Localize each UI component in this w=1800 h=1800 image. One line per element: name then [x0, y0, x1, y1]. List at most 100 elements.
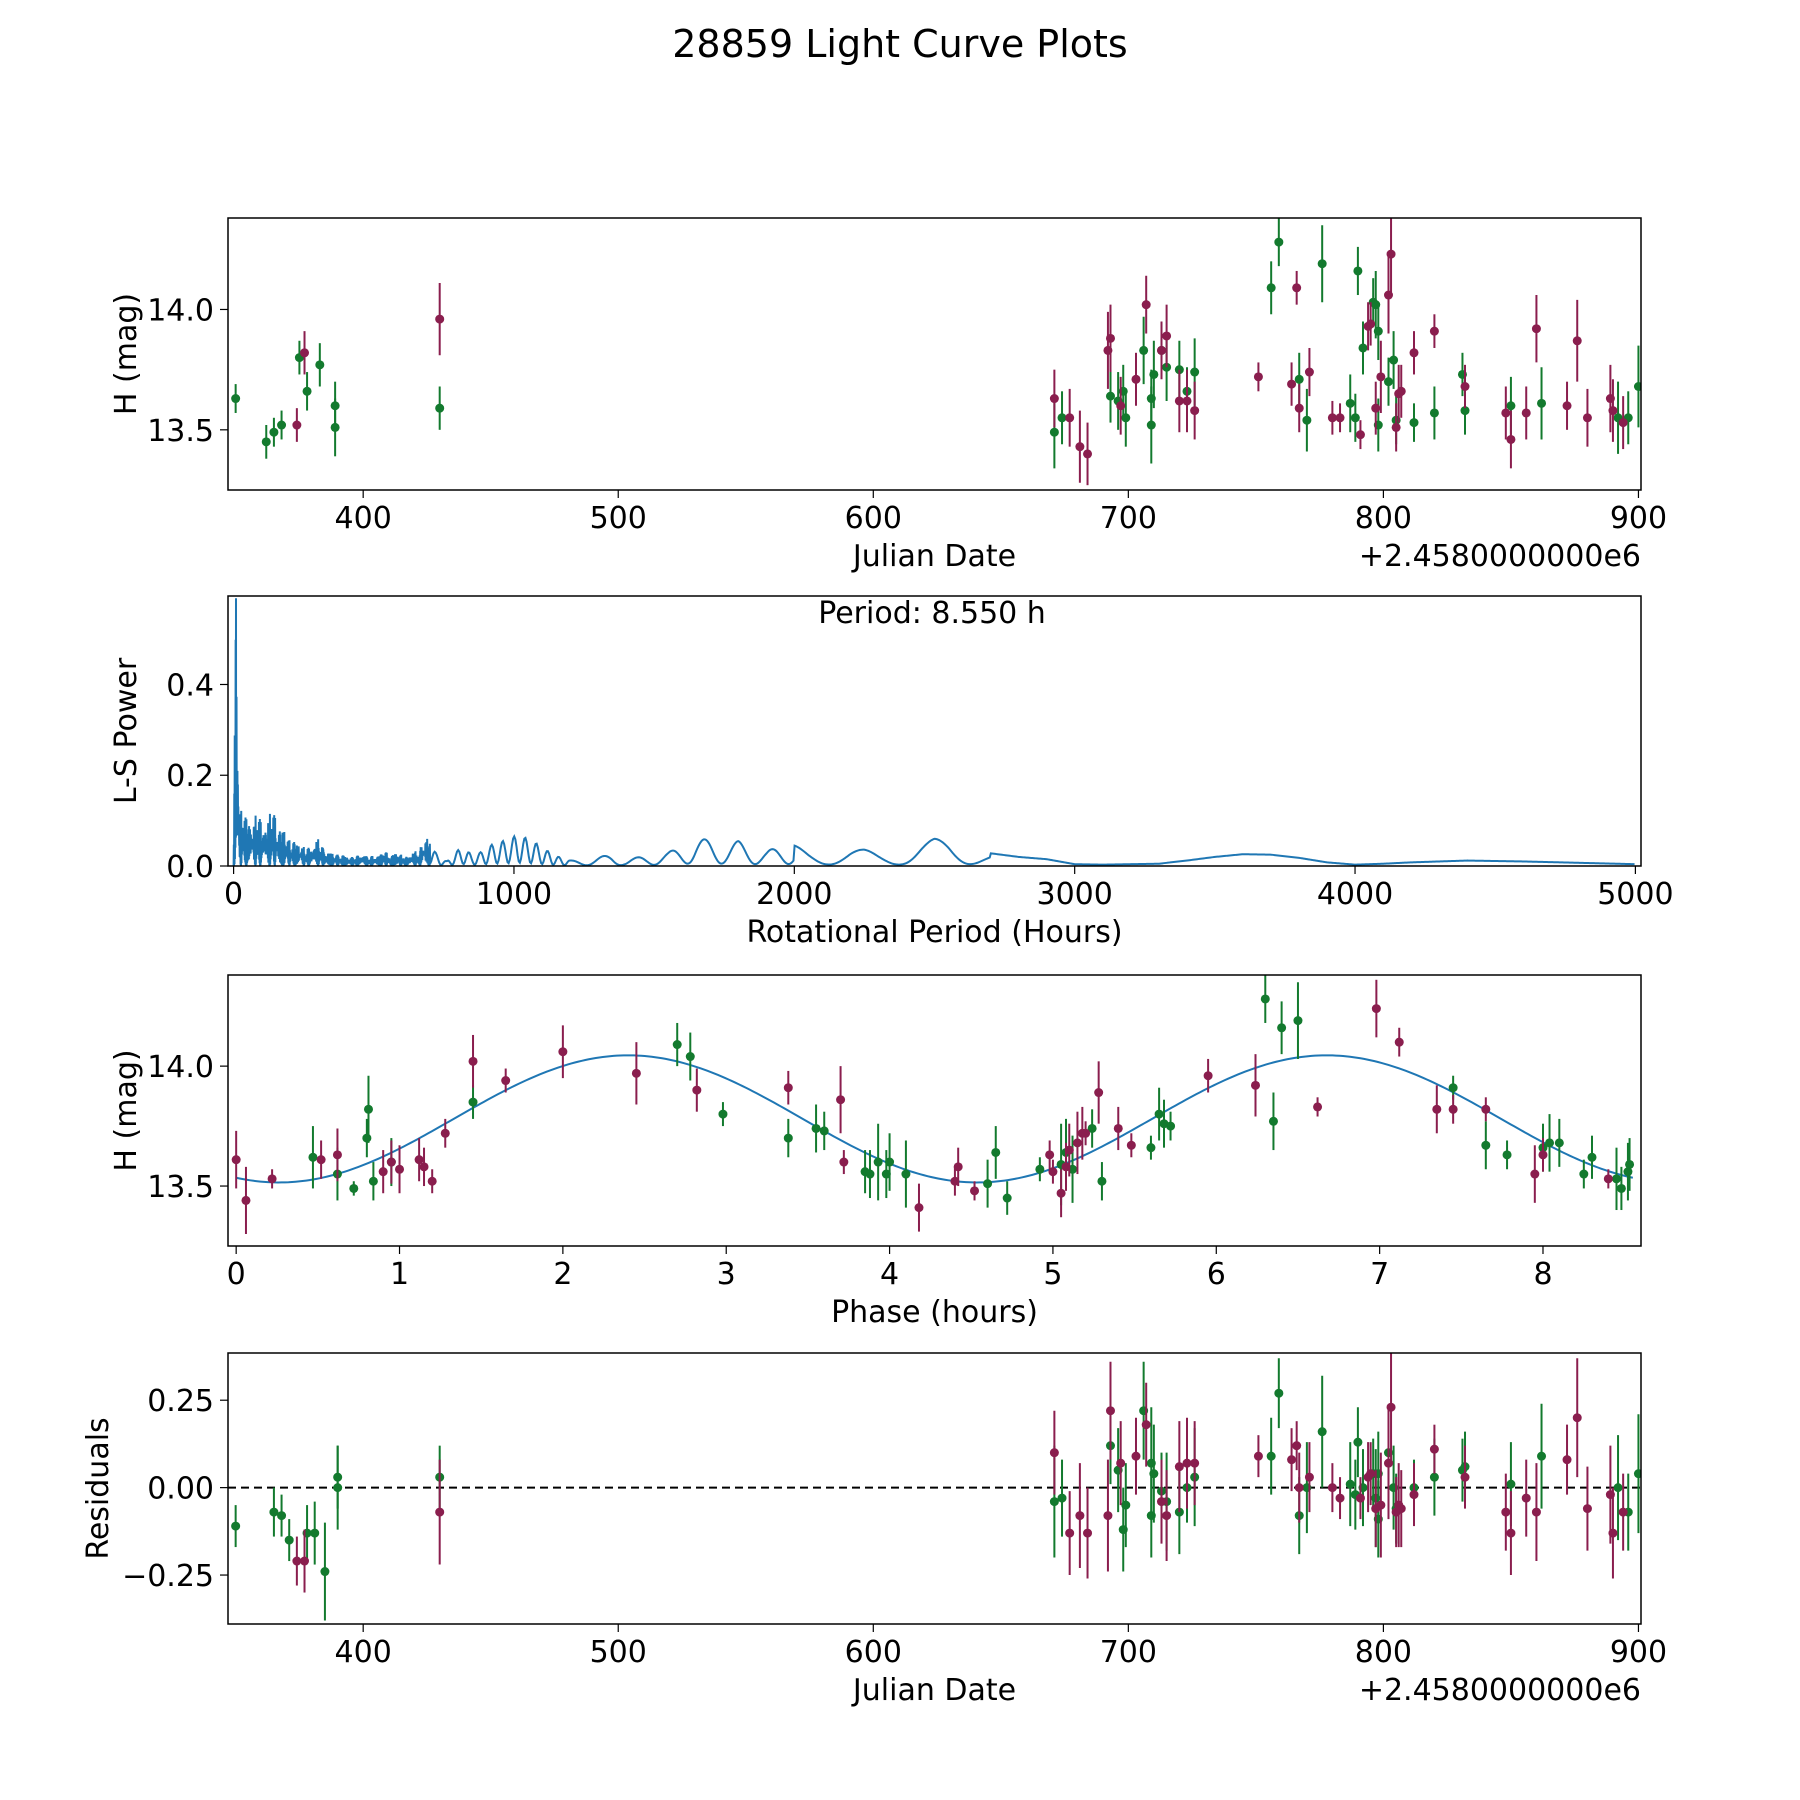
data-point-green [1149, 1469, 1159, 1479]
data-point-purple [1531, 324, 1541, 334]
data-point-purple [1116, 1458, 1126, 1468]
data-point-green [277, 1511, 287, 1521]
data-point-purple [501, 1076, 511, 1086]
data-point-green [1190, 367, 1200, 377]
x-tick-label: 600 [845, 501, 902, 536]
data-point-purple [1250, 1080, 1260, 1090]
x-axis-label: Rotational Period (Hours) [746, 915, 1122, 950]
data-point-green [881, 1169, 891, 1179]
data-point-purple [427, 1176, 437, 1186]
data-point-purple [1327, 413, 1337, 423]
x-tick-label: 1000 [476, 877, 552, 912]
data-point-purple [1174, 1462, 1184, 1472]
data-point-purple [1294, 1483, 1304, 1493]
data-point-purple [1045, 1150, 1055, 1160]
data-point-green [1611, 1174, 1621, 1184]
data-point-green [1633, 1469, 1641, 1479]
data-point-purple [631, 1068, 641, 1078]
data-point-purple [316, 1155, 326, 1165]
data-point-purple [435, 314, 445, 324]
data-point-purple [1603, 1174, 1613, 1184]
data-point-green [1353, 266, 1363, 276]
y-tick-label: 14.0 [147, 293, 214, 328]
x-tick-label: 1 [390, 1257, 409, 1292]
data-point-purple [1409, 348, 1419, 358]
x-tick-label: 400 [335, 1635, 392, 1670]
data-point-green [1166, 1121, 1176, 1131]
data-point-purple [1049, 1448, 1059, 1458]
data-point-green [1633, 381, 1641, 391]
data-point-green [1448, 1083, 1458, 1093]
data-point-purple [839, 1157, 849, 1167]
data-point-green [231, 394, 241, 404]
data-point-green [1277, 1023, 1287, 1033]
x-axis-label: Phase (hours) [831, 1295, 1038, 1330]
data-point-purple [953, 1162, 963, 1172]
data-point-purple [378, 1167, 388, 1177]
data-point-purple [1075, 442, 1085, 452]
data-point-purple [395, 1164, 405, 1174]
x-tick-label: 700 [1100, 1635, 1157, 1670]
data-point-purple [1409, 1490, 1419, 1500]
data-point-green [983, 1179, 993, 1189]
x-offset-label: +2.4580000000e6 [1359, 1673, 1641, 1708]
data-point-green [1587, 1152, 1597, 1162]
y-tick-label: 0.00 [147, 1472, 214, 1507]
data-point-purple [1582, 413, 1592, 423]
x-tick-label: 2000 [756, 877, 832, 912]
data-point-purple [1049, 394, 1059, 404]
data-point-green [1266, 1451, 1276, 1461]
data-point-green [1481, 1140, 1491, 1150]
axes-frame [227, 974, 1642, 1247]
data-point-purple [1366, 1469, 1376, 1479]
data-point-purple [1131, 1451, 1141, 1461]
data-point-green [269, 427, 279, 437]
data-point-green [1317, 1427, 1327, 1437]
data-point-purple [1116, 401, 1126, 411]
data-point-purple [1355, 1493, 1365, 1503]
data-point-purple [1075, 1511, 1085, 1521]
data-point-purple [1530, 1169, 1540, 1179]
data-point-purple [1182, 396, 1192, 406]
data-point-green [333, 1483, 343, 1493]
data-point-purple [1072, 1138, 1082, 1148]
plot-area [232, 598, 1635, 866]
data-point-green [1057, 1493, 1067, 1503]
data-point-green [468, 1097, 478, 1107]
data-point-green [1353, 1437, 1363, 1447]
data-point-purple [1460, 381, 1470, 391]
data-point-purple [1294, 403, 1304, 413]
data-point-purple [1061, 1162, 1071, 1172]
data-point-purple [1327, 1483, 1337, 1493]
data-point-green [1049, 427, 1059, 437]
data-point-green [1358, 343, 1368, 353]
data-point-purple [1355, 430, 1365, 440]
periodogram-line [232, 598, 1635, 866]
data-point-purple [1304, 1472, 1314, 1482]
data-point-green [269, 1507, 279, 1517]
x-axis-label: Julian Date [851, 539, 1016, 574]
data-point-purple [1501, 1507, 1511, 1517]
data-point-green [330, 401, 340, 411]
data-point-green [1049, 1497, 1059, 1507]
data-point-purple [1429, 1444, 1439, 1454]
data-point-purple [1572, 1413, 1582, 1423]
x-tick-label: 5 [1043, 1257, 1062, 1292]
data-point-purple [1056, 1188, 1066, 1198]
data-point-green [310, 1528, 320, 1538]
data-point-green [1373, 326, 1383, 336]
data-point-purple [1287, 379, 1297, 389]
x-tick-label: 5000 [1597, 877, 1673, 912]
data-point-purple [1094, 1088, 1104, 1098]
data-point-green [1260, 994, 1270, 1004]
data-point-green [368, 1176, 378, 1186]
data-point-purple [1481, 1104, 1491, 1114]
data-point-purple [1292, 283, 1302, 293]
x-tick-label: 800 [1355, 1635, 1412, 1670]
data-point-green [685, 1052, 695, 1062]
y-axis-label: H (mag) [109, 1049, 144, 1171]
axes-frame [227, 1352, 1642, 1625]
data-point-purple [300, 348, 310, 358]
data-point-green [1554, 1138, 1564, 1148]
data-point-green [1154, 1109, 1164, 1119]
